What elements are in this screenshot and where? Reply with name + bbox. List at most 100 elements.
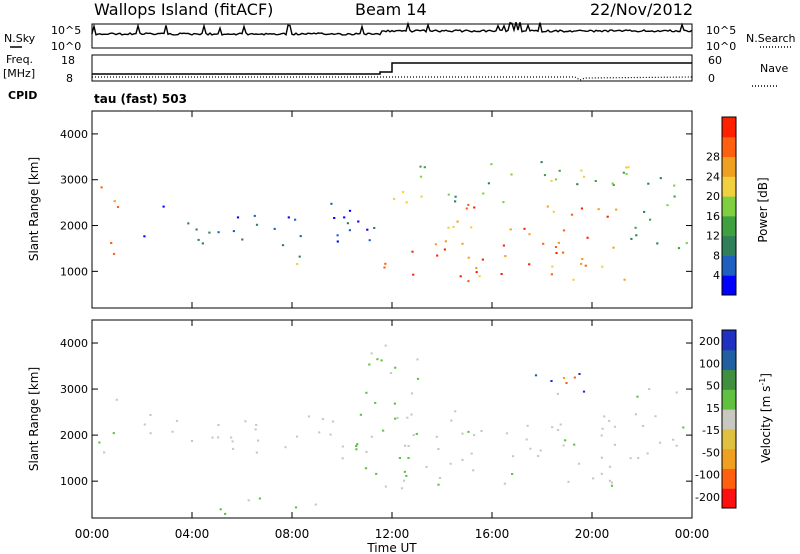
echo-point <box>231 447 235 450</box>
nave-tick-low: 0 <box>708 72 715 85</box>
echo-point <box>603 415 606 418</box>
echo-point <box>393 402 396 405</box>
echo-point <box>539 449 542 452</box>
echo-point <box>241 238 244 241</box>
echo-point <box>162 205 165 208</box>
cpid-label: CPID <box>8 89 37 102</box>
echo-point <box>454 410 457 413</box>
echo-point <box>394 417 397 420</box>
echo-point <box>149 432 152 435</box>
colorbar-segment <box>722 488 736 509</box>
echo-point <box>525 438 528 441</box>
echo-point <box>490 163 493 166</box>
echo-point <box>412 434 415 437</box>
echo-point <box>355 448 358 451</box>
colorbar-segment <box>722 117 736 138</box>
echo-point <box>528 233 531 236</box>
echo-point <box>359 413 362 416</box>
echo-point <box>236 216 240 219</box>
echo-point <box>584 264 587 267</box>
colorbar-tick: -100 <box>695 469 720 482</box>
echo-point <box>403 444 407 447</box>
echo-point <box>384 485 387 488</box>
echo-point <box>415 433 418 435</box>
echo-point <box>673 195 676 198</box>
station-title: Wallops Island (fitACF) <box>94 0 273 19</box>
colorbar-segment <box>722 176 736 197</box>
echo-point <box>217 436 220 439</box>
echo-point <box>336 234 339 237</box>
echo-point <box>461 458 464 461</box>
nave-tick-high: 60 <box>708 54 722 67</box>
echo-point <box>675 444 678 447</box>
echo-point <box>254 428 257 431</box>
echo-point <box>552 210 555 213</box>
echo-point <box>393 197 396 200</box>
echo-point <box>410 413 413 416</box>
xtick-label: 16:00 <box>475 527 510 541</box>
echo-point <box>211 436 214 439</box>
echo-point <box>420 195 423 198</box>
echo-point <box>570 213 574 216</box>
echo-point <box>375 472 378 475</box>
nave-label: Nave <box>760 62 788 75</box>
echo-point <box>411 250 414 253</box>
freq-label: Freq. <box>6 53 33 66</box>
echo-point <box>562 444 565 447</box>
echo-point <box>659 441 662 444</box>
colorbar-segment <box>722 255 736 276</box>
echo-point <box>478 275 481 278</box>
echo-point <box>637 457 640 459</box>
colorbar-segment <box>722 235 736 256</box>
echo-point <box>512 455 515 458</box>
echo-point <box>586 236 589 239</box>
echo-point <box>115 398 118 401</box>
x-axis-label: Time UT <box>366 541 417 554</box>
colorbar-segment <box>722 136 736 158</box>
echo-point <box>112 432 115 435</box>
echo-point <box>555 252 558 254</box>
nsearch-tick-low: 10^0 <box>706 40 736 53</box>
echo-point <box>403 470 406 473</box>
echo-point <box>470 226 473 229</box>
echo-point <box>382 429 385 432</box>
echo-point <box>230 436 233 439</box>
echo-point <box>400 487 404 490</box>
echo-point <box>416 358 419 361</box>
beam-label: Beam 14 <box>355 0 427 19</box>
echo-point <box>648 388 651 391</box>
echo-point <box>558 169 561 172</box>
echo-point <box>642 425 645 427</box>
colorbar-tick: 100 <box>699 357 720 370</box>
velocity-colorbar-label-main: Velocity [m s <box>759 386 773 463</box>
echo-point <box>407 457 410 459</box>
echo-point <box>201 242 204 245</box>
echo-point <box>341 457 344 460</box>
echo-point <box>294 506 298 509</box>
echo-point <box>355 445 358 447</box>
echo-point <box>503 482 506 485</box>
echo-point <box>461 432 464 435</box>
echo-point <box>550 179 553 182</box>
echo-point <box>247 499 250 502</box>
echo-point <box>224 512 227 515</box>
freq-panel: Freq. [MHz] 18 8 Nave 60 0 CPID tau (fas… <box>3 53 788 106</box>
colorbar-segment <box>722 428 736 450</box>
freq-unit: [MHz] <box>3 67 35 80</box>
power-xtick-marks <box>91 111 693 308</box>
echo-point <box>629 457 632 460</box>
echo-point <box>567 480 570 483</box>
echo-point <box>394 366 397 369</box>
echo-point <box>572 278 575 281</box>
nsky-tick-high: 10^5 <box>51 24 81 37</box>
echo-point <box>299 235 302 238</box>
echo-point <box>171 430 174 433</box>
echo-point <box>526 424 529 427</box>
echo-point <box>423 166 426 169</box>
echo-point <box>437 448 440 450</box>
colorbar-segment <box>722 389 736 410</box>
echo-point <box>643 210 646 213</box>
power-colorbar-label: Power [dB] <box>756 177 770 242</box>
echo-point <box>255 424 258 426</box>
echo-point <box>273 227 276 230</box>
